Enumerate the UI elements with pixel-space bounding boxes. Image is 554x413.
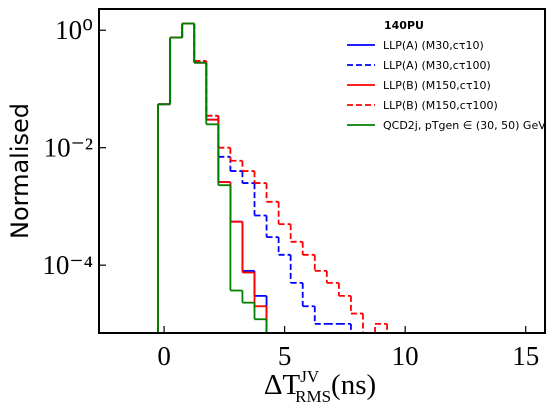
legend-label: QCD2j, pTgen ∈ (30, 50) GeV (383, 119, 546, 132)
y-tick-label: 10⁻⁴ (42, 250, 93, 280)
x-label-sup: JV (300, 367, 320, 386)
x-label-unit: (ns) (331, 369, 376, 401)
x-label-base: ΔT (264, 369, 301, 401)
x-tick-label: 15 (512, 341, 539, 371)
y-axis-label: Normalised (6, 103, 34, 239)
x-tick-label: 10 (392, 341, 419, 371)
x-axis-label: ΔTJV RMS(ns) (264, 367, 376, 406)
y-tick-label: 10⁰ (55, 15, 93, 45)
legend-label: LLP(B) (M150,cτ10) (383, 79, 491, 92)
legend-label: LLP(B) (M150,cτ100) (383, 99, 498, 112)
x-label-sub: RMS (295, 387, 331, 406)
x-tick-label: 5 (278, 341, 292, 371)
legend-label: LLP(A) (M30,cτ10) (383, 39, 484, 52)
y-tick-label: 10⁻² (44, 133, 93, 163)
legend-label: LLP(A) (M30,cτ100) (383, 59, 491, 72)
x-tick-label: 0 (157, 341, 171, 371)
plot-frame (98, 8, 546, 334)
legend-title: 140PU (384, 19, 424, 32)
